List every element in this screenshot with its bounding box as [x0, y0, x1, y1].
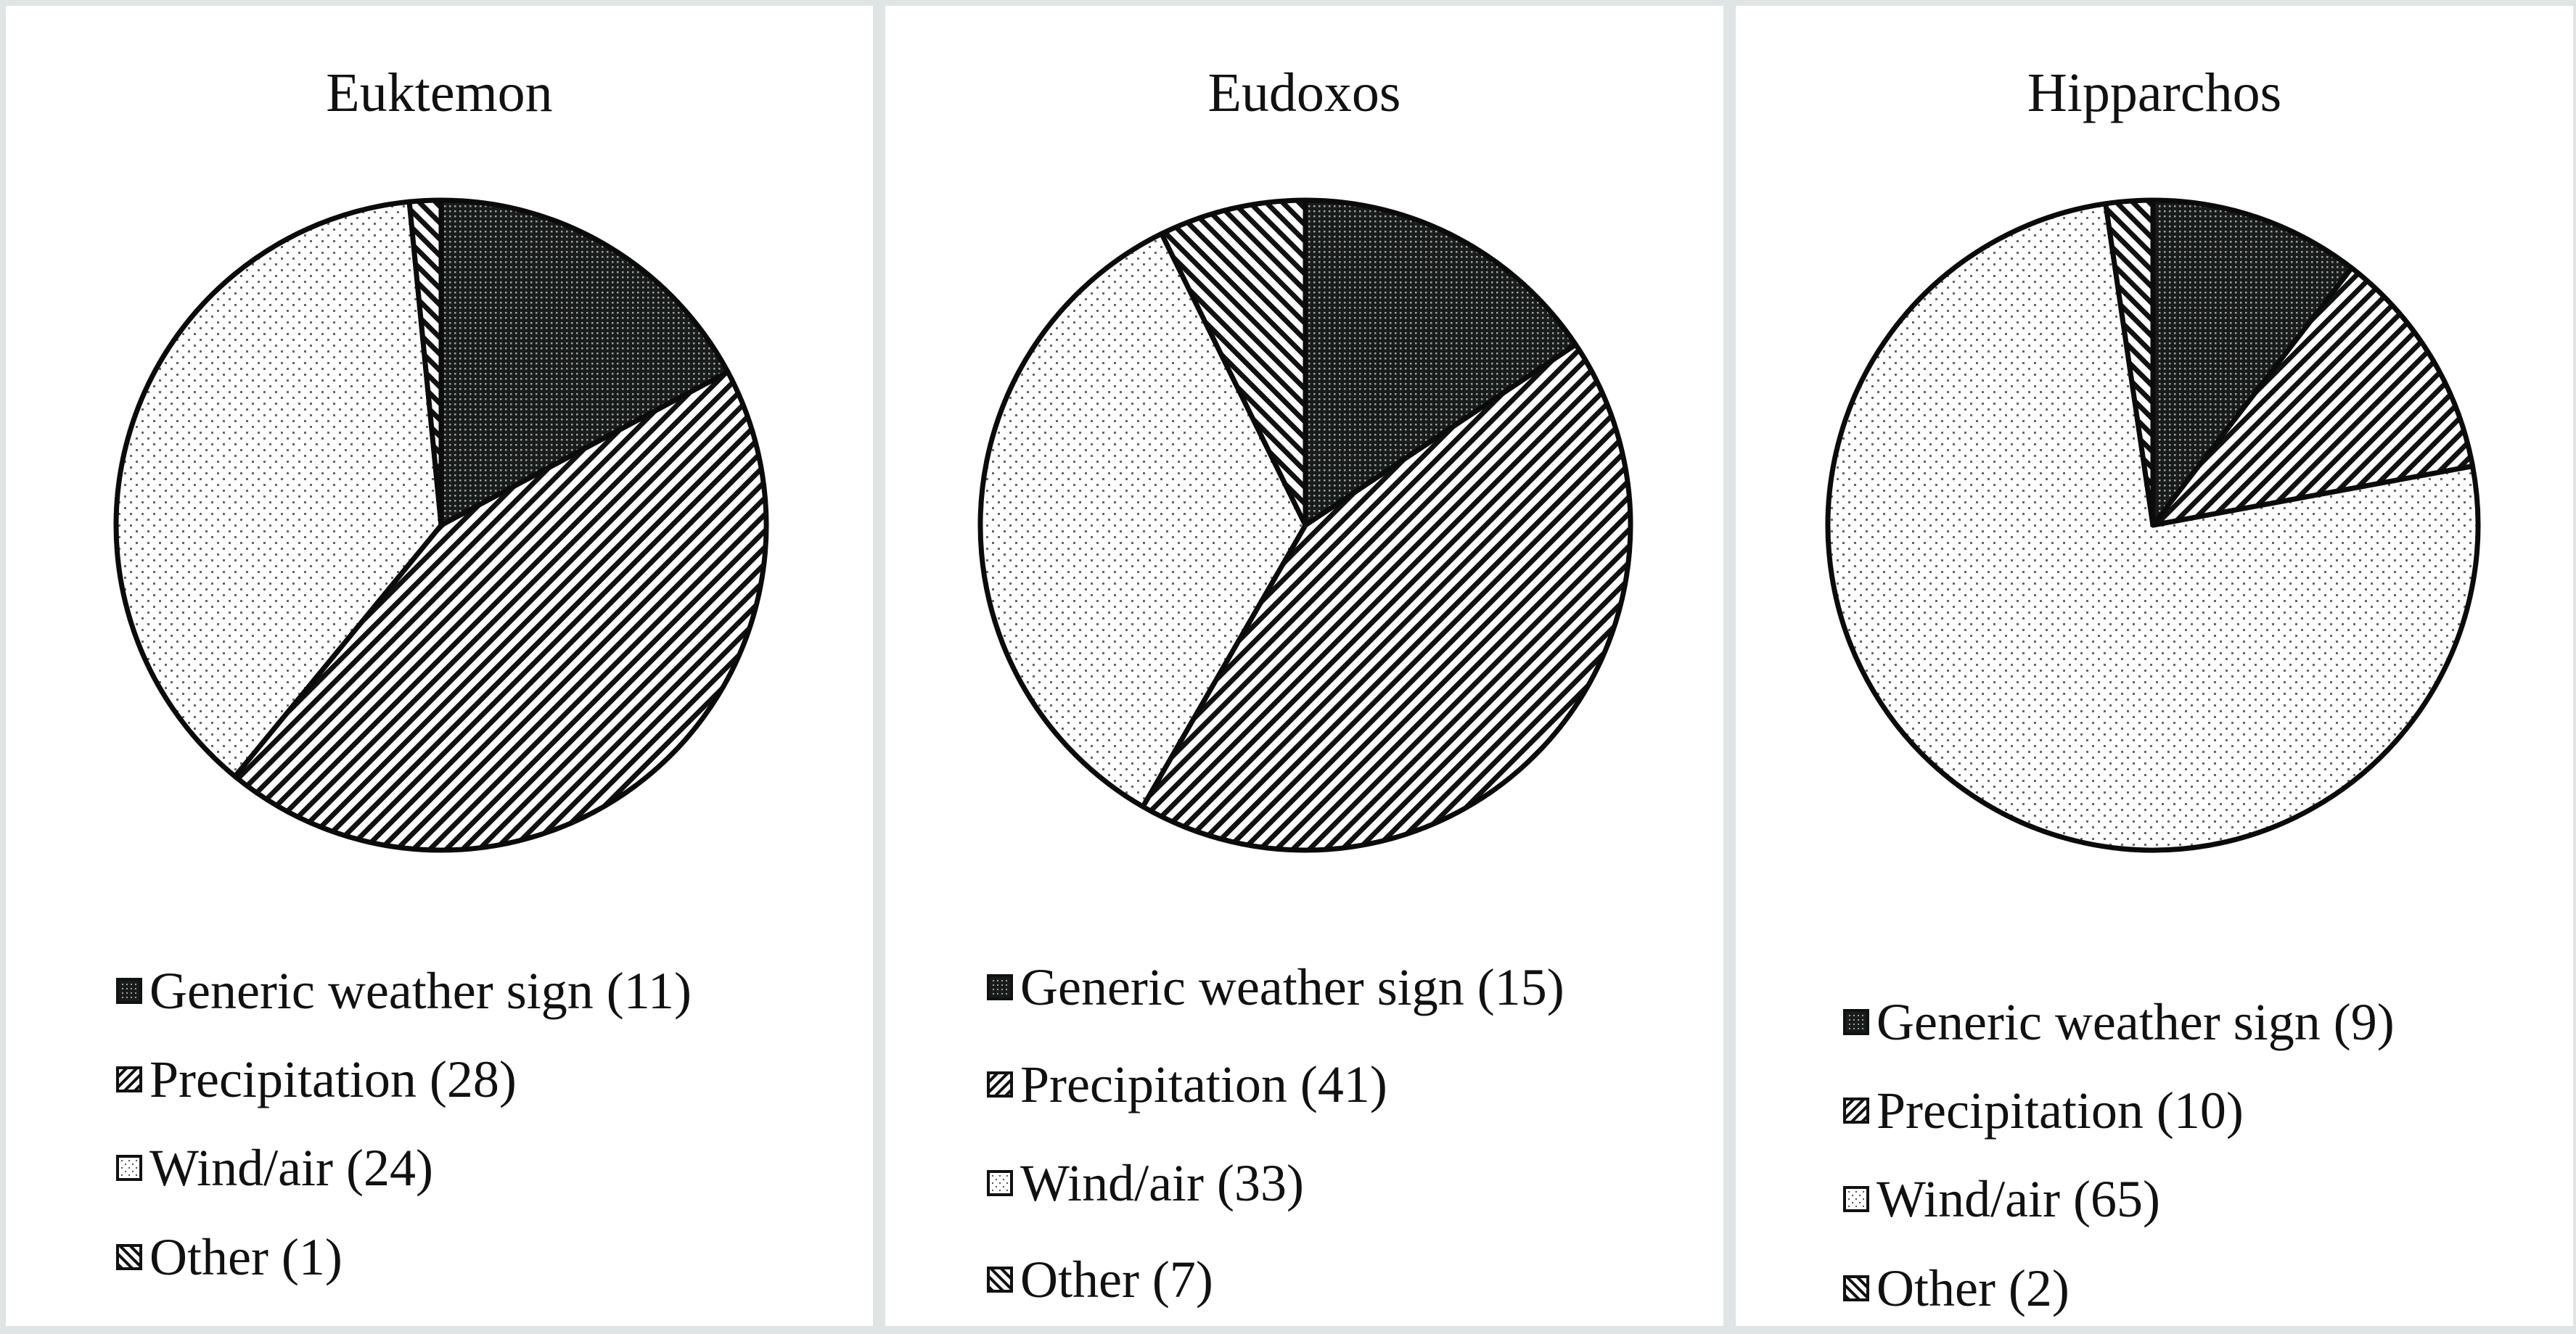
slice-other — [1159, 197, 1308, 528]
legend-item-other: Other (1) — [116, 1231, 342, 1283]
swatch-sparse-dots-icon — [116, 1155, 142, 1181]
legend-item-precipitation: Precipitation (10) — [1843, 1084, 2244, 1137]
swatch-dense-dots-icon — [987, 974, 1013, 1000]
chart-title: Euktemon — [326, 62, 553, 123]
slice-generic-weather-sign — [2150, 197, 2355, 528]
pie-chart — [1825, 197, 2481, 853]
legend-item-generic-weather-sign: Generic weather sign (9) — [1843, 996, 2395, 1048]
swatch-sparse-dots-icon — [987, 1170, 1013, 1196]
swatch-diagonal-down-icon — [987, 1071, 1013, 1098]
legend-item-precipitation: Precipitation (41) — [987, 1058, 1387, 1111]
legend-label: Wind/air (24) — [149, 1139, 433, 1197]
swatch-dense-dots-icon — [116, 978, 142, 1004]
swatch-sparse-dots-icon — [1843, 1186, 1869, 1212]
legend-label: Other (7) — [1020, 1251, 1213, 1309]
legend-item-other: Other (2) — [1843, 1262, 2070, 1314]
slice-other — [406, 197, 444, 528]
legend-item-wind-air: Wind/air (65) — [1843, 1173, 2160, 1225]
swatch-diagonal-up-icon — [987, 1267, 1013, 1293]
swatch-diagonal-down-icon — [116, 1066, 142, 1092]
chart-title: Hipparchos — [2027, 62, 2282, 123]
legend-item-precipitation: Precipitation (28) — [116, 1053, 517, 1106]
legend-label: Other (1) — [149, 1228, 342, 1286]
slice-precipitation — [2150, 265, 2476, 528]
slice-generic-weather-sign — [1303, 197, 1578, 528]
swatch-diagonal-up-icon — [116, 1244, 142, 1270]
pie-chart — [113, 197, 769, 853]
chart-panel-euktemon: Euktemon Generic weather sign (11) Preci… — [3, 3, 876, 1329]
legend-item-wind-air: Wind/air (24) — [116, 1142, 433, 1194]
legend-label: Wind/air (33) — [1020, 1154, 1304, 1212]
slice-wind-air — [977, 231, 1308, 810]
swatch-diagonal-up-icon — [1843, 1275, 1869, 1301]
chart-panel-eudoxos: Eudoxos Generic weather sign (15) Precip… — [882, 3, 1726, 1329]
swatch-dense-dots-icon — [1843, 1009, 1869, 1035]
swatch-diagonal-down-icon — [1843, 1098, 1869, 1124]
legend-label: Wind/air (65) — [1876, 1170, 2160, 1228]
legend-label: Other (2) — [1876, 1259, 2070, 1317]
legend-item-generic-weather-sign: Generic weather sign (15) — [987, 961, 1564, 1013]
slice-precipitation — [232, 369, 769, 853]
legend-label: Precipitation (28) — [149, 1050, 517, 1108]
legend-item-generic-weather-sign: Generic weather sign (11) — [116, 965, 692, 1017]
chart-title: Eudoxos — [1207, 62, 1401, 123]
legend-label: Precipitation (10) — [1876, 1082, 2244, 1140]
legend-item-other: Other (7) — [987, 1253, 1213, 1306]
chart-panel-hipparchos: Hipparchos Generic weather sign (9) Prec… — [1733, 3, 2576, 1329]
legend-label: Generic weather sign (11) — [149, 962, 692, 1020]
pie-chart — [977, 197, 1633, 853]
legend-label: Generic weather sign (9) — [1876, 993, 2395, 1051]
slice-other — [2103, 197, 2156, 528]
legend-item-wind-air: Wind/air (33) — [987, 1157, 1304, 1209]
legend-label: Precipitation (41) — [1020, 1055, 1387, 1113]
slice-precipitation — [1140, 342, 1633, 853]
slice-wind-air — [113, 199, 444, 779]
slice-generic-weather-sign — [438, 197, 731, 528]
legend-label: Generic weather sign (15) — [1020, 958, 1564, 1016]
